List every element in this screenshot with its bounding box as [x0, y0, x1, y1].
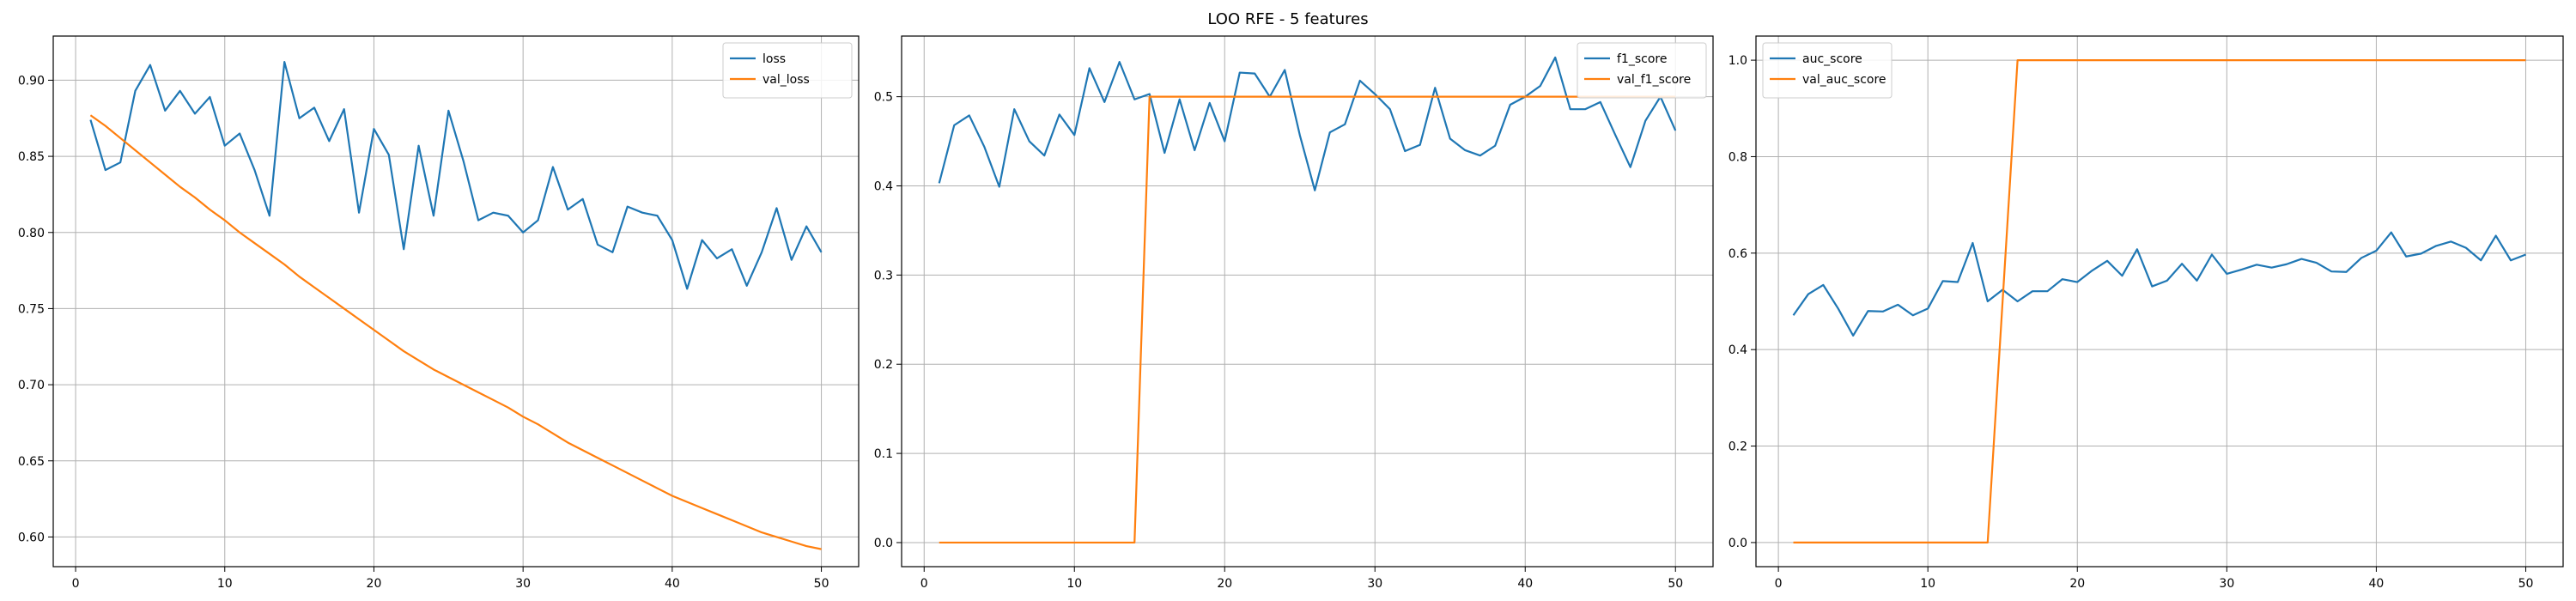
y-tick-label: 0.4	[874, 179, 893, 193]
x-tick-label: 20	[1217, 577, 1232, 591]
y-tick-label: 0.70	[18, 379, 45, 392]
series-line-val-f1-score	[939, 95, 1676, 544]
y-tick-label: 0.75	[18, 302, 45, 316]
axes-frame	[1755, 35, 2564, 568]
series-line-loss	[89, 61, 823, 290]
y-tick-label: 0.0	[1728, 537, 1747, 550]
y-tick-label: 0.65	[18, 455, 45, 469]
y-tick-label: 0.3	[874, 269, 893, 282]
y-tick-label: 0.8	[1728, 150, 1747, 164]
y-tick-label: 0.6	[1728, 247, 1747, 261]
y-tick-label: 0.80	[18, 227, 45, 240]
subplot-2: 0 10 20 30 40 50 0.0 0.1 0.2 0.3 0.4 0.5 f1_scoreval…	[874, 35, 1714, 591]
legend-label: f1_score	[1617, 52, 1667, 66]
legend-label: auc_score	[1802, 52, 1862, 66]
series-line-val-auc-score	[1793, 58, 2526, 544]
series-line-f1-score	[938, 56, 1677, 191]
x-tick-label: 10	[1066, 577, 1082, 591]
legend: f1_score val_f1_score	[1577, 42, 1707, 99]
y-tick-label: 0.60	[18, 531, 45, 544]
legend: auc_score val_auc_score	[1762, 42, 1893, 99]
y-tick-label: 0.90	[18, 74, 45, 88]
y-tick-label: 0.1	[874, 447, 893, 461]
subplot-3: 0 10 20 30 40 50 0.0 0.2 0.4 0.6 0.8 1.0 auc_scoreva…	[1728, 35, 2564, 591]
x-tick-label: 30	[1367, 577, 1382, 591]
x-tick-label: 10	[1920, 577, 1935, 591]
x-tick-label: 0	[72, 577, 80, 591]
x-tick-label: 40	[665, 577, 680, 591]
y-tick-label: 0.5	[874, 91, 893, 105]
axes-frame	[901, 35, 1714, 568]
subplot-1: 0 10 20 30 40 50 0.60 0.65 0.70 0.75 0.80 0.85 0.90 l…	[18, 35, 860, 591]
x-tick-label: 50	[1668, 577, 1683, 591]
x-tick-label: 50	[2518, 577, 2534, 591]
legend-box	[1577, 42, 1707, 99]
legend-label: val_loss	[762, 73, 810, 87]
y-tick-label: 1.0	[1728, 54, 1747, 68]
axes-frame	[52, 35, 860, 568]
x-tick-label: 0	[1775, 577, 1783, 591]
x-tick-label: 10	[217, 577, 233, 591]
legend-label: val_f1_score	[1617, 73, 1691, 87]
y-tick-label: 0.2	[1728, 440, 1747, 454]
figure-title: LOO RFE - 5 features	[1207, 10, 1368, 28]
x-tick-label: 20	[367, 577, 382, 591]
y-tick-label: 0.0	[874, 537, 893, 550]
y-tick-label: 0.85	[18, 150, 45, 164]
legend-box	[1762, 42, 1893, 99]
legend-box	[722, 42, 853, 99]
x-tick-label: 0	[920, 577, 928, 591]
x-tick-label: 40	[1517, 577, 1533, 591]
legend: loss val_loss	[722, 42, 853, 99]
legend-label: loss	[762, 52, 786, 66]
legend-label: val_auc_score	[1802, 73, 1886, 87]
x-tick-label: 30	[2219, 577, 2234, 591]
subplots: 0 10 20 30 40 500.600.650.700.750.800.850.90l…	[18, 35, 2564, 591]
y-tick-label: 0.2	[874, 358, 893, 372]
y-tick-label: 0.4	[1728, 343, 1747, 357]
x-tick-label: 20	[2069, 577, 2085, 591]
x-tick-label: 30	[515, 577, 531, 591]
x-tick-label: 40	[2368, 577, 2384, 591]
series-line-auc-score	[1792, 231, 2526, 337]
series-line-val-loss	[89, 114, 822, 550]
x-tick-label: 50	[814, 577, 829, 591]
